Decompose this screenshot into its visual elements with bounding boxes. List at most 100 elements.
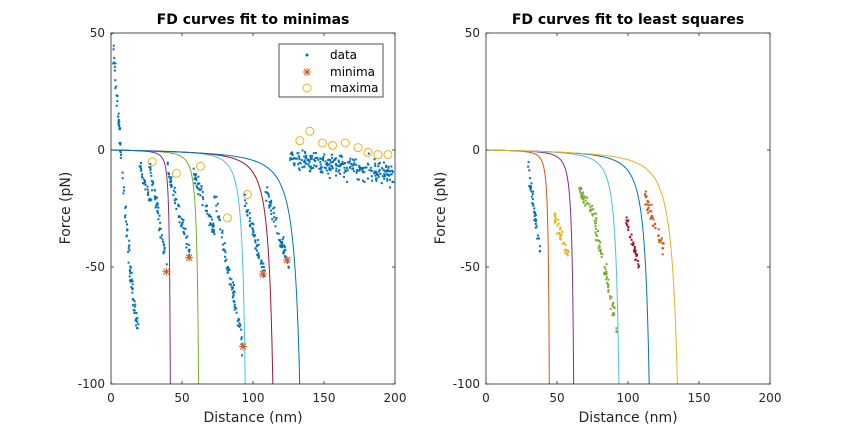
- data-point: [289, 156, 292, 159]
- data-point: [163, 247, 166, 250]
- data-point: [157, 212, 160, 215]
- data-point: [124, 205, 127, 208]
- data-point: [231, 296, 234, 299]
- x-tick-label: 50: [549, 391, 564, 405]
- data-point: [313, 158, 316, 161]
- data-point: [146, 192, 149, 195]
- data-point: [346, 180, 349, 183]
- data-point: [584, 204, 587, 207]
- data-point: [612, 314, 615, 317]
- left-plot-area: [111, 33, 395, 384]
- data-point: [632, 249, 635, 252]
- data-point: [529, 189, 532, 192]
- data-point: [180, 217, 183, 220]
- data-point: [268, 204, 271, 207]
- data-point: [130, 280, 133, 283]
- data-point: [637, 266, 640, 269]
- data-point: [206, 212, 209, 215]
- data-point: [281, 246, 284, 249]
- data-point: [153, 195, 156, 198]
- data-point: [325, 163, 328, 166]
- x-tick-label: 150: [688, 391, 711, 405]
- data-point: [660, 239, 663, 242]
- data-point: [381, 167, 384, 170]
- data-point: [304, 157, 307, 160]
- data-point: [594, 239, 597, 242]
- data-point: [259, 262, 262, 265]
- data-point: [124, 216, 127, 219]
- data-point: [245, 202, 248, 205]
- data-point: [323, 166, 326, 169]
- data-point: [197, 175, 200, 178]
- data-point: [335, 167, 338, 170]
- data-point: [644, 203, 647, 206]
- data-point: [155, 205, 158, 208]
- data-point: [279, 244, 282, 247]
- fit-curve: [111, 149, 200, 384]
- data-point: [123, 186, 126, 189]
- data-point: [224, 260, 227, 263]
- data-point: [117, 118, 120, 121]
- data-point: [267, 192, 270, 195]
- data-point: [318, 167, 321, 170]
- data-point: [308, 161, 311, 164]
- data-point: [534, 222, 537, 225]
- data-point: [358, 165, 361, 168]
- data-point: [662, 242, 665, 245]
- data-point: [310, 167, 313, 170]
- data-point: [133, 309, 136, 312]
- data-point: [312, 166, 315, 169]
- data-point: [200, 185, 203, 188]
- data-point: [383, 175, 386, 178]
- data-point: [115, 85, 118, 88]
- data-point: [645, 195, 648, 198]
- data-point: [382, 168, 385, 171]
- data-point: [215, 210, 218, 213]
- data-point: [185, 243, 188, 246]
- data-point: [556, 224, 559, 227]
- data-point: [180, 224, 183, 227]
- data-point: [254, 241, 257, 244]
- data-point: [566, 254, 569, 257]
- minima-marker: [239, 342, 248, 351]
- data-point: [387, 169, 390, 172]
- data-point: [112, 62, 115, 65]
- data-point: [612, 301, 615, 304]
- data-point: [211, 224, 214, 227]
- data-point: [230, 285, 233, 288]
- data-point: [307, 163, 310, 166]
- data-point: [121, 177, 124, 180]
- data-point: [233, 303, 236, 306]
- data-point: [374, 164, 377, 167]
- maxima-marker: [383, 150, 393, 160]
- data-point: [216, 202, 219, 205]
- x-tick-label: 0: [482, 391, 490, 405]
- data-point: [563, 241, 566, 244]
- data-point: [253, 235, 256, 238]
- data-point: [262, 265, 265, 268]
- data-point: [228, 277, 231, 280]
- data-point: [185, 246, 188, 249]
- data-point: [387, 173, 390, 176]
- data-point: [237, 317, 240, 320]
- data-point: [129, 279, 131, 282]
- data-point: [195, 185, 198, 188]
- data-point: [169, 180, 172, 183]
- data-point: [329, 161, 332, 164]
- data-point: [331, 167, 334, 170]
- data-point: [126, 228, 129, 231]
- data-point: [279, 241, 282, 244]
- data-point: [578, 187, 581, 190]
- data-point: [366, 177, 369, 180]
- data-point: [170, 183, 173, 186]
- data-point: [212, 229, 215, 232]
- data-point: [291, 151, 294, 154]
- data-point: [312, 164, 315, 167]
- fit-curve: [111, 149, 301, 384]
- data-point: [581, 192, 584, 195]
- x-tick-label: 200: [384, 391, 407, 405]
- data-point: [378, 168, 381, 171]
- data-point: [591, 204, 594, 207]
- data-point: [322, 155, 325, 158]
- data-point: [582, 200, 585, 203]
